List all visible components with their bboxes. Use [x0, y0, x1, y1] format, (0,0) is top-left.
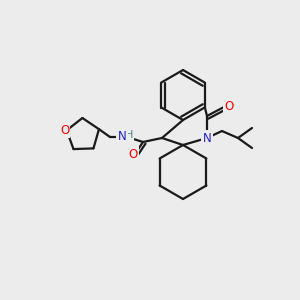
Text: O: O — [128, 148, 138, 160]
Text: N: N — [202, 131, 211, 145]
Text: O: O — [224, 100, 234, 113]
Text: H: H — [125, 130, 133, 140]
Text: O: O — [60, 124, 69, 137]
Text: N: N — [118, 130, 126, 143]
